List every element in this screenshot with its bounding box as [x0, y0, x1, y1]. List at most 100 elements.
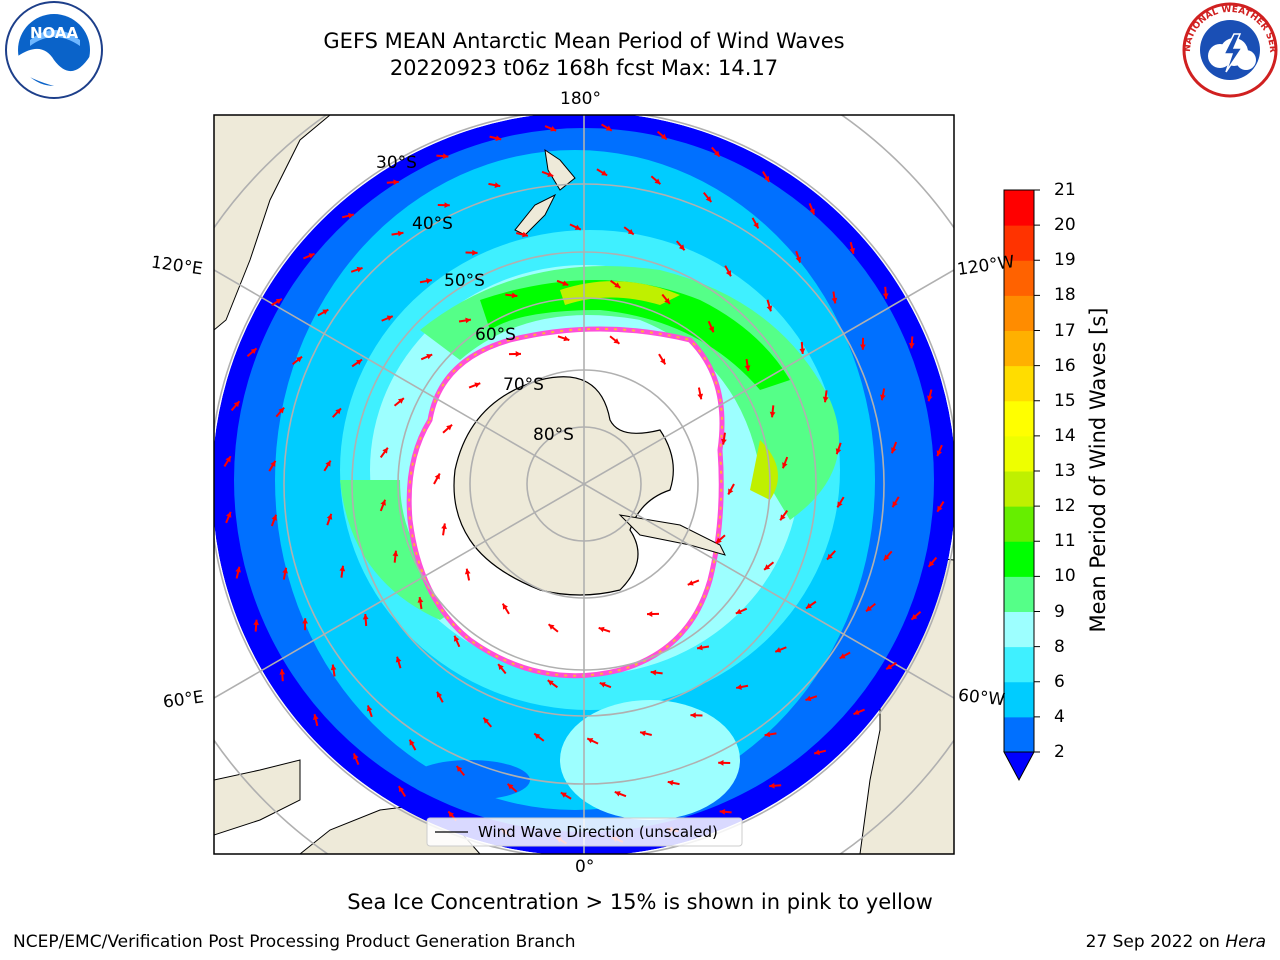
wave-arrow-head: [697, 393, 704, 400]
colorbar-tick-label: 19: [1054, 250, 1076, 271]
colorbar-tick-label: 21: [1054, 180, 1076, 200]
wave-arrow-head: [472, 249, 478, 256]
wave-arrow-head: [550, 126, 557, 132]
wave-arrow-head: [880, 394, 886, 401]
wave-arrow-head: [282, 567, 288, 574]
colorbar-tick-label: 18: [1054, 285, 1076, 306]
wave-arrow-head: [647, 611, 653, 617]
wave-arrow-head: [735, 608, 742, 615]
colorbar-tick-label: 14: [1054, 425, 1076, 446]
lat-label-60s: 60°S: [475, 325, 516, 345]
map-legend: Wind Wave Direction (unscaled): [426, 817, 743, 847]
wave-arrow-head: [927, 395, 933, 402]
wave-arrow-head: [574, 224, 581, 230]
wave-arrow-head: [448, 811, 455, 818]
colorbar-tick-label: 20: [1054, 215, 1076, 236]
colorbar-extend-min: [1003, 751, 1035, 782]
machine-name: Hera: [1225, 932, 1266, 952]
wave-arrow-head: [366, 705, 373, 712]
wave-arrow-head: [753, 222, 759, 229]
wave-arrow-head: [713, 150, 720, 157]
wave-arrow-head: [453, 635, 460, 642]
map-frame-content: 30°S 40°S 50°S 60°S 70°S 80°S Wind Wave …: [214, 115, 954, 854]
wave-arrow-head: [809, 208, 815, 215]
wave-arrow-head: [522, 231, 528, 238]
wave-arrow-head: [605, 125, 612, 131]
wave-arrow-head: [437, 691, 443, 698]
wave-arrow-head: [782, 462, 788, 469]
date-credit: 27 Sep 2022 on Hera: [1086, 932, 1266, 952]
wave-arrow-head: [614, 791, 621, 797]
wave-arrow-head: [270, 460, 276, 467]
wave-arrow-head: [511, 292, 518, 299]
wave-arrow-head: [728, 488, 734, 495]
wave-arrow-head: [302, 618, 308, 624]
wave-arrow-head: [560, 792, 567, 798]
wave-arrow-head: [866, 605, 872, 612]
wave-arrow-head: [278, 407, 285, 414]
wave-arrow-head: [736, 684, 742, 690]
wave-arrow-head: [937, 505, 943, 512]
colorbar-segment: [1004, 681, 1034, 718]
wave-arrow-head: [766, 305, 773, 312]
wave-arrow-head: [718, 760, 724, 766]
lat-label-80s: 80°S: [533, 425, 574, 445]
wave-arrow-head: [335, 408, 342, 415]
australia-land: [214, 115, 331, 331]
nws-logo: NATIONAL WEATHER SERVICE: [1176, 0, 1278, 98]
colorbar-tick-label: 16: [1054, 355, 1076, 376]
wave-arrow-head: [434, 473, 440, 480]
wave-arrow-head: [831, 297, 838, 304]
antarctica-land: [453, 376, 674, 596]
colorbar-tick-label: 2: [1054, 742, 1065, 762]
wave-arrow-head: [547, 171, 554, 177]
colorbar-tick-label: 11: [1054, 531, 1076, 552]
wave-arrow-head: [744, 365, 751, 371]
wave-arrow-head: [715, 537, 722, 544]
colorbar-segment: [1004, 611, 1034, 648]
wave-arrow-head: [226, 511, 232, 518]
wave-arrow-head: [356, 266, 363, 273]
wave-arrow-head: [465, 317, 471, 324]
wave-arrow-head: [627, 228, 634, 235]
wave-arrow-head: [392, 550, 399, 557]
wave-arrow-head: [886, 663, 893, 670]
colorbar-tick-label: 13: [1054, 461, 1076, 481]
wave-arrow-head: [464, 568, 471, 575]
wave-arrow-head: [764, 564, 771, 570]
colorbar-segment: [1004, 506, 1034, 542]
wave-arrow-head: [483, 717, 490, 724]
colorbar-segment: [1004, 365, 1034, 402]
wave-arrow-head: [296, 356, 302, 363]
wave-arrow-head: [271, 514, 277, 521]
wave-arrow-head: [835, 448, 842, 455]
lat-label-50s: 50°S: [444, 271, 485, 291]
wave-arrow-head: [502, 603, 508, 610]
wave-arrow-head: [805, 603, 812, 609]
wave-arrow-head: [426, 278, 432, 284]
wave-arrow-head: [456, 766, 463, 772]
colorbar-segment: [1004, 330, 1034, 367]
wave-arrow-head: [598, 626, 605, 633]
wave-arrow-head: [780, 514, 786, 521]
wave-arrow-head: [660, 133, 667, 140]
credit-text: NCEP/EMC/Verification Post Processing Pr…: [13, 932, 576, 952]
graticule: [214, 115, 954, 854]
wave-arrow-head: [587, 738, 594, 744]
wave-arrow-head: [547, 680, 554, 686]
wave-arrow-head: [814, 749, 820, 756]
wave-arrow-head: [442, 153, 449, 160]
colorbar-segment: [1004, 400, 1034, 437]
wave-arrow-head: [330, 664, 337, 671]
colorbar-tick-label: 6: [1054, 671, 1065, 692]
wave-arrow-head: [705, 196, 712, 202]
wave-arrow-head: [362, 614, 369, 620]
wave-arrow-head: [348, 212, 354, 219]
wave-arrow-head: [860, 344, 866, 350]
wave-arrow-head: [395, 656, 402, 663]
colorbar-segment: [1004, 260, 1034, 296]
wave-arrow-head: [382, 447, 388, 454]
wave-arrow-head: [849, 248, 856, 254]
colorbar-tick-label: 9: [1054, 601, 1065, 622]
wave-arrow-head: [883, 554, 890, 561]
